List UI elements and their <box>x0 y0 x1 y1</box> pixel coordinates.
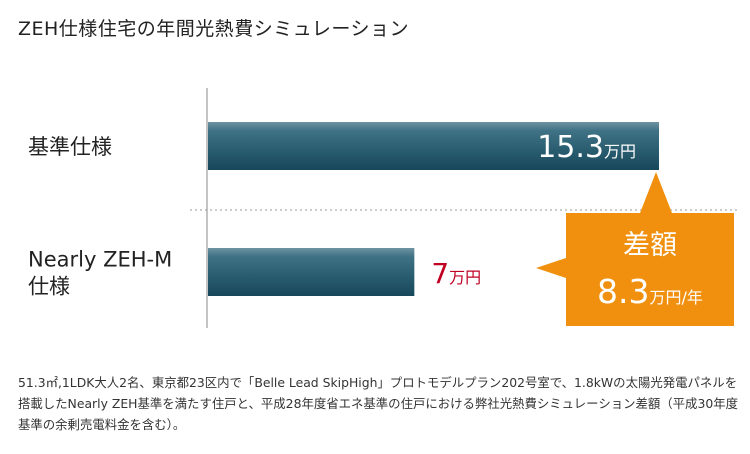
value-label-2: 7万円 <box>431 257 481 290</box>
chart-title: ZEH仕様住宅の年間光熱費シミュレーション <box>18 18 410 40</box>
difference-callout <box>536 172 734 326</box>
callout-value: 8.3万円/年 <box>597 272 703 311</box>
footnote: 51.3㎡,1LDK大人2名、東京都23区内で「Belle Lead SkipH… <box>18 375 738 432</box>
category-label-2: Nearly ZEH-M 仕様 <box>28 248 172 299</box>
callout-title: 差額 <box>623 230 677 261</box>
value-label-1: 15.3万円 <box>537 130 636 165</box>
bar-2 <box>208 248 415 296</box>
bar-1 <box>208 122 659 170</box>
category-label-1: 基準仕様 <box>28 135 112 159</box>
